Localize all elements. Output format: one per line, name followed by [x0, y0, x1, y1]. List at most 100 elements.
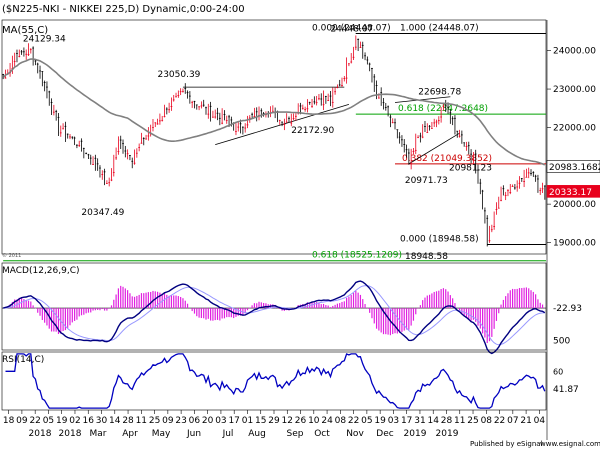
- time-tick-label: 25: [467, 416, 478, 426]
- time-tick-label: 22: [348, 416, 359, 426]
- rsi-line: [5, 353, 546, 409]
- time-tick-label: 16: [83, 416, 95, 426]
- price-tick-label: 23000.00: [553, 85, 596, 95]
- price-annotation: 22698.78: [418, 88, 461, 98]
- time-tick-label: 28: [441, 416, 453, 426]
- price-tick-label: 20000.00: [553, 200, 596, 210]
- time-tick-label: 11: [136, 416, 147, 426]
- price-annotation: 20981.23: [449, 163, 492, 173]
- macd-tick-label: 500: [553, 336, 570, 346]
- publisher-credit: Published by eSignal: [470, 440, 543, 448]
- time-tick-label: 03: [215, 416, 226, 426]
- price-box-label: 20983.1682: [549, 163, 600, 173]
- price-tick-label: 24000.00: [553, 47, 596, 57]
- fib-level-label: 1.000 (24448.07): [400, 24, 479, 34]
- price-box-label: 20333.17: [549, 188, 592, 198]
- macd-panel-frame: [1, 262, 547, 351]
- price-tick-label: 19000.00: [553, 238, 596, 248]
- macd-line: [2, 280, 546, 355]
- month-label: Nov: [346, 429, 364, 439]
- time-tick-label: 29: [268, 416, 280, 426]
- time-tick-label: 24: [321, 416, 333, 426]
- macd-value-box: -22.93: [553, 304, 582, 314]
- time-tick-label: 08: [481, 416, 493, 426]
- time-tick-label: 23: [175, 416, 186, 426]
- time-tick-label: 19: [56, 416, 68, 426]
- time-tick-label: 07: [507, 416, 518, 426]
- rsi-title: RSI(14,C): [2, 355, 44, 365]
- price-panel-frame: [1, 19, 547, 255]
- time-tick-label: 15: [255, 416, 266, 426]
- moving-average-line: [2, 58, 546, 166]
- reference-price-box: [546, 160, 600, 173]
- time-tick-label: 10: [308, 416, 320, 426]
- month-label: Apr: [122, 429, 138, 439]
- month-label: Jun: [186, 429, 201, 439]
- time-tick-label: 22: [29, 416, 40, 426]
- rsi-value-box: 41.87: [553, 385, 579, 395]
- price-annotation: 24448.07: [330, 25, 373, 35]
- macd-signal-line: [3, 285, 545, 346]
- copyright: © 2011: [2, 252, 21, 259]
- time-tick-label: 14: [427, 416, 439, 426]
- month-label: 2019: [436, 429, 459, 439]
- month-label: Oct: [314, 429, 330, 439]
- time-tick-label: 09: [16, 416, 28, 426]
- time-tick-label: 31: [414, 416, 425, 426]
- time-tick-label: 02: [69, 416, 80, 426]
- time-tick-label: 11: [454, 416, 465, 426]
- month-label: Jul: [222, 429, 234, 439]
- time-tick-label: 30: [96, 416, 108, 426]
- time-tick-label: 04: [534, 416, 546, 426]
- month-label: 2018: [29, 429, 52, 439]
- price-annotation: 18948.58: [405, 252, 448, 262]
- time-tick-label: 17: [401, 416, 412, 426]
- time-tick-label: 14: [109, 416, 121, 426]
- publisher-site: www.esignal.com: [540, 440, 600, 448]
- time-tick-label: 21: [520, 416, 531, 426]
- price-tick-label: 22000.00: [553, 123, 596, 133]
- price-annotation: 20971.73: [405, 176, 448, 186]
- time-tick-label: 06: [189, 416, 201, 426]
- price-annotation: 22172.90: [291, 126, 334, 136]
- fib-level-label: 0.618 (22347.2648): [398, 104, 488, 114]
- time-tick-label: 19: [374, 416, 386, 426]
- month-label: May: [152, 429, 171, 439]
- time-tick-label: 17: [228, 416, 239, 426]
- last-price-box: [546, 185, 600, 198]
- time-tick-label: 01: [242, 416, 253, 426]
- time-tick-label: 22: [494, 416, 505, 426]
- price-annotation: 20347.49: [81, 208, 124, 218]
- fib-level-label: 0.000 (24448.07): [312, 24, 391, 34]
- trend-line: [394, 96, 451, 103]
- time-tick-label: 12: [282, 416, 293, 426]
- time-tick-label: 18: [3, 416, 15, 426]
- trend-line: [408, 132, 460, 165]
- fib-level-label: 0.618 (18525.1209): [312, 251, 402, 261]
- time-tick-label: 09: [162, 416, 174, 426]
- month-label: Sep: [287, 429, 304, 439]
- price-annotation: 24129.34: [23, 35, 66, 45]
- month-label: Aug: [248, 429, 266, 439]
- rsi-tick-label: 60: [553, 367, 563, 376]
- macd-title: MACD(12,26,9,C): [2, 266, 80, 276]
- price-annotation: 23050.39: [157, 70, 200, 80]
- time-tick-label: 03: [388, 416, 399, 426]
- time-axis: 18 09 22 05 19 02 16 30 14 28 11 25 09 23 06 20 03 17 01 15…: [3, 410, 545, 439]
- time-tick-label: 05: [361, 416, 372, 426]
- time-tick-label: 20: [202, 416, 214, 426]
- macd-panel: MACD(12,26,9,C) -22.93 500: [1, 262, 582, 355]
- time-tick-label: 05: [43, 416, 54, 426]
- month-label: 2018: [59, 429, 82, 439]
- time-tick-label: 26: [295, 416, 307, 426]
- fib-level-label: 0.382 (21049.3852): [402, 154, 492, 164]
- price-panel: 24000.0023000.0022000.0021000.0020000.00…: [1, 19, 600, 440]
- time-tick-label: 25: [149, 416, 160, 426]
- fib-level-label: 0.000 (18948.58): [400, 234, 479, 244]
- month-label: 2019: [404, 429, 427, 439]
- chart-title: ($N225-NKI - NIKKEI 225,D) Dynamic,0:00-…: [2, 4, 245, 15]
- time-tick-label: 08: [335, 416, 347, 426]
- ma-label: MA(55,C): [2, 25, 48, 36]
